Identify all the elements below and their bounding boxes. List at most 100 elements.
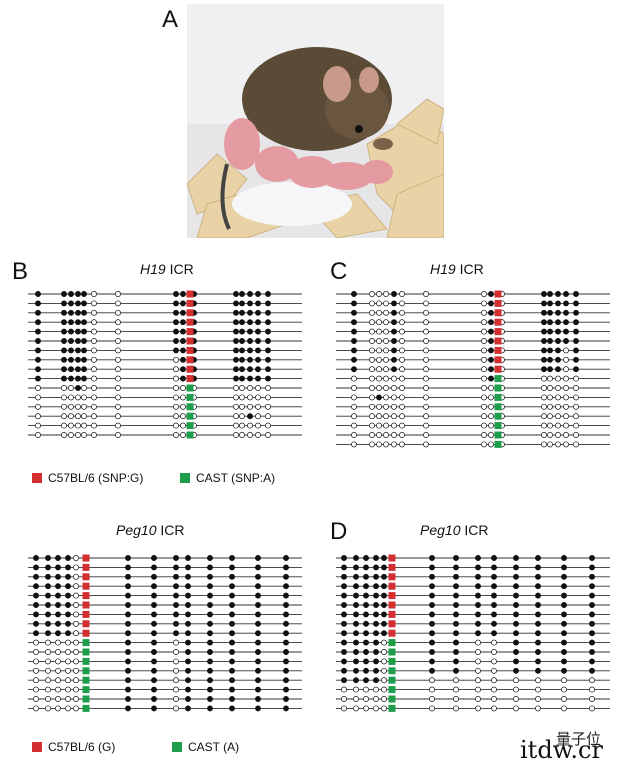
cpg-dot bbox=[541, 422, 547, 429]
cpg-dot bbox=[247, 394, 253, 401]
cpg-dot bbox=[115, 356, 121, 363]
cpg-dot bbox=[229, 658, 235, 665]
cpg-dot bbox=[265, 394, 271, 401]
cpg-dot bbox=[341, 583, 347, 590]
cpg-dot bbox=[61, 432, 67, 438]
green-swatch bbox=[172, 742, 182, 752]
cpg-dot bbox=[376, 432, 382, 438]
cpg-dot bbox=[65, 630, 71, 637]
snp-square bbox=[186, 375, 194, 383]
cpg-dot bbox=[399, 291, 405, 297]
cpg-dot bbox=[547, 347, 553, 354]
cpg-dot bbox=[55, 573, 61, 580]
cpg-dot bbox=[373, 639, 379, 646]
snp-square bbox=[82, 610, 90, 618]
cpg-dot bbox=[151, 583, 157, 590]
cpg-dot bbox=[91, 403, 97, 410]
cpg-dot bbox=[491, 555, 497, 561]
cpg-dot bbox=[173, 573, 179, 580]
cpg-dot bbox=[151, 658, 157, 665]
cpg-dot bbox=[353, 602, 359, 608]
cpg-dot bbox=[383, 347, 389, 354]
cpg-dot bbox=[68, 309, 74, 316]
cpg-dot bbox=[185, 620, 191, 627]
panel-letter-c: C bbox=[330, 258, 348, 285]
cpg-dot bbox=[481, 394, 487, 401]
cpg-dot bbox=[341, 573, 347, 580]
cpg-dot bbox=[561, 639, 567, 646]
cpg-dot bbox=[229, 592, 235, 599]
cpg-dot bbox=[73, 555, 79, 561]
cpg-dot bbox=[207, 696, 213, 702]
cpg-dot bbox=[475, 555, 481, 561]
cpg-dot bbox=[91, 394, 97, 401]
cpg-dot bbox=[81, 403, 87, 410]
cpg-dot bbox=[555, 385, 561, 391]
cpg-dot bbox=[573, 309, 579, 316]
cpg-dot bbox=[383, 422, 389, 429]
cpg-dot bbox=[453, 611, 459, 618]
cpg-dot bbox=[541, 403, 547, 410]
cpg-dot bbox=[239, 403, 245, 410]
cpg-dot bbox=[81, 309, 87, 316]
cpg-dot bbox=[363, 564, 369, 571]
cpg-dot bbox=[481, 300, 487, 307]
cpg-dot bbox=[423, 291, 429, 297]
cpg-dot bbox=[229, 620, 235, 627]
cpg-dot bbox=[513, 639, 519, 646]
cpg-dot bbox=[283, 639, 289, 646]
cpg-dot bbox=[429, 649, 435, 655]
cpg-dot bbox=[573, 356, 579, 363]
cpg-dot bbox=[173, 630, 179, 637]
cpg-dot bbox=[353, 630, 359, 637]
cpg-dot bbox=[475, 705, 481, 712]
cpg-dot bbox=[255, 328, 261, 335]
cpg-dot bbox=[353, 649, 359, 655]
cpg-dot bbox=[481, 319, 487, 326]
cpg-dot bbox=[429, 620, 435, 627]
cpg-dot bbox=[81, 385, 87, 391]
cpg-dot bbox=[381, 555, 387, 561]
cpg-dot bbox=[429, 696, 435, 702]
cpg-dot bbox=[488, 432, 494, 438]
cpg-dot bbox=[283, 667, 289, 674]
cpg-dot bbox=[341, 555, 347, 561]
cpg-dot bbox=[423, 422, 429, 429]
cpg-dot bbox=[535, 649, 541, 655]
cpg-dot bbox=[383, 366, 389, 373]
cpg-dot bbox=[265, 366, 271, 373]
title-suffix: ICR bbox=[455, 261, 484, 277]
cpg-dot bbox=[353, 620, 359, 627]
cpg-dot bbox=[33, 611, 39, 618]
cpg-dot bbox=[351, 328, 357, 335]
cpg-dot bbox=[75, 300, 81, 307]
cpg-dot bbox=[363, 658, 369, 665]
cpg-dot bbox=[65, 677, 71, 684]
cpg-dot bbox=[363, 705, 369, 712]
cpg-dot bbox=[180, 366, 186, 373]
methylation-plot-d bbox=[336, 554, 610, 712]
cpg-dot bbox=[185, 667, 191, 674]
cpg-dot bbox=[535, 555, 541, 561]
cpg-dot bbox=[399, 328, 405, 335]
cpg-dot bbox=[376, 309, 382, 316]
cpg-dot bbox=[555, 328, 561, 335]
cpg-dot bbox=[255, 620, 261, 627]
cpg-dot bbox=[73, 611, 79, 618]
cpg-dot bbox=[363, 611, 369, 618]
cpg-dot bbox=[555, 413, 561, 420]
cpg-dot bbox=[541, 338, 547, 344]
snp-square bbox=[186, 384, 194, 392]
cpg-dot bbox=[555, 291, 561, 297]
cpg-dot bbox=[488, 385, 494, 391]
cpg-dot bbox=[555, 347, 561, 354]
cpg-dot bbox=[453, 630, 459, 637]
cpg-dot bbox=[535, 630, 541, 637]
cpg-dot bbox=[391, 291, 397, 297]
cpg-dot bbox=[55, 686, 61, 693]
snp-square bbox=[388, 563, 396, 571]
cpg-dot bbox=[61, 375, 67, 382]
snp-square bbox=[494, 422, 502, 430]
cpg-dot bbox=[381, 611, 387, 618]
cpg-dot bbox=[265, 338, 271, 344]
